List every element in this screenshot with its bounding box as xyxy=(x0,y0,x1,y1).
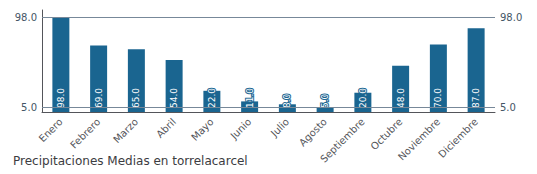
svg-text:Febrero: Febrero xyxy=(68,116,102,150)
svg-text:20.0: 20.0 xyxy=(358,88,368,108)
svg-text:Septiembre: Septiembre xyxy=(318,116,367,165)
svg-text:Junio: Junio xyxy=(228,116,254,142)
svg-text:87.0: 87.0 xyxy=(471,88,481,108)
svg-text:98.0: 98.0 xyxy=(56,88,66,108)
svg-text:70.0: 70.0 xyxy=(433,88,443,108)
svg-text:Enero: Enero xyxy=(37,116,65,144)
svg-text:Noviembre: Noviembre xyxy=(396,116,442,162)
svg-text:Mayo: Mayo xyxy=(189,116,216,143)
svg-text:Abril: Abril xyxy=(154,116,178,140)
svg-text:48.0: 48.0 xyxy=(396,88,406,108)
svg-text:Diciembre: Diciembre xyxy=(436,116,480,160)
svg-text:8.0: 8.0 xyxy=(282,93,292,108)
svg-text:22.0: 22.0 xyxy=(207,88,217,108)
svg-text:54.0: 54.0 xyxy=(169,88,179,108)
svg-text:11.0: 11.0 xyxy=(245,88,255,108)
svg-text:Agosto: Agosto xyxy=(297,116,329,148)
svg-text:69.0: 69.0 xyxy=(94,88,104,108)
svg-text:Marzo: Marzo xyxy=(111,116,140,145)
svg-text:Precipitaciones Medias en torr: Precipitaciones Medias en torrelacarcel xyxy=(13,154,248,168)
svg-text:5.0: 5.0 xyxy=(21,102,37,113)
svg-text:Octubre: Octubre xyxy=(368,116,404,152)
svg-text:5.0: 5.0 xyxy=(320,93,330,108)
svg-text:65.0: 65.0 xyxy=(131,88,141,108)
svg-text:5.0: 5.0 xyxy=(500,102,516,113)
svg-text:98.0: 98.0 xyxy=(15,12,37,23)
svg-text:98.0: 98.0 xyxy=(500,12,522,23)
svg-text:Julio: Julio xyxy=(268,116,291,139)
